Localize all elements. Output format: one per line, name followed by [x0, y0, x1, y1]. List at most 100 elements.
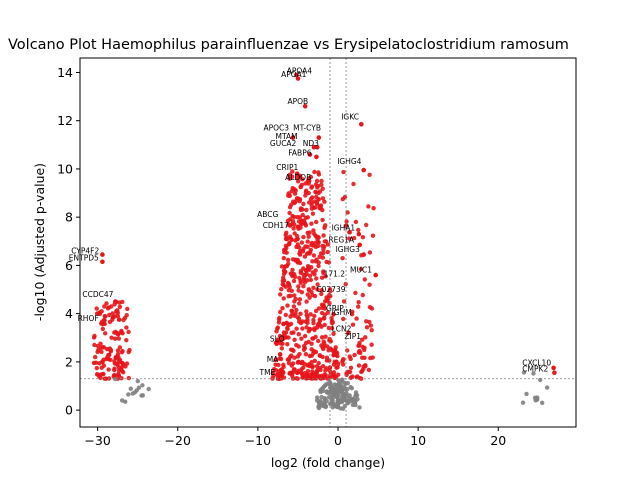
- significant-point: [311, 321, 316, 326]
- significant-point: [329, 326, 335, 331]
- significant-point: [307, 200, 312, 205]
- significant-point: [303, 352, 309, 357]
- significant-point: [319, 182, 324, 187]
- y-tick-label: 2: [65, 354, 73, 369]
- significant-point: [366, 204, 371, 209]
- significant-point: [304, 372, 309, 377]
- significant-point: [344, 371, 349, 376]
- significant-point: [356, 304, 361, 309]
- significant-point: [125, 306, 130, 312]
- significant-point: [319, 343, 324, 348]
- significant-point: [364, 222, 369, 228]
- gene-point-igkc: [359, 122, 364, 127]
- chart-title: Volcano Plot Haemophilus parainfluenzae …: [8, 37, 569, 53]
- nonsignificant-point: [316, 405, 322, 411]
- nonsignificant-point: [333, 394, 339, 399]
- significant-point: [294, 376, 299, 381]
- nonsignificant-point: [532, 395, 538, 400]
- x-tick-label: 0: [334, 433, 342, 448]
- significant-point: [112, 361, 118, 366]
- significant-point: [357, 348, 362, 354]
- significant-point: [302, 346, 307, 351]
- significant-point: [277, 317, 282, 322]
- significant-point: [331, 331, 336, 336]
- significant-point: [356, 300, 361, 305]
- significant-point: [367, 172, 372, 177]
- significant-point: [94, 365, 100, 371]
- significant-point: [116, 358, 122, 363]
- significant-point: [351, 181, 356, 187]
- significant-point: [371, 206, 376, 211]
- gene-point-guca2a: [307, 152, 313, 157]
- significant-point: [284, 230, 289, 235]
- significant-point: [319, 291, 324, 297]
- significant-point: [105, 306, 111, 311]
- significant-point: [292, 337, 297, 342]
- significant-point: [124, 338, 129, 343]
- significant-point: [95, 343, 101, 349]
- significant-point: [315, 287, 320, 292]
- significant-point: [93, 354, 98, 360]
- significant-point: [272, 367, 277, 372]
- significant-point: [299, 240, 305, 245]
- significant-point: [310, 336, 315, 341]
- x-tick-label: −30: [84, 433, 110, 448]
- nonsignificant-point: [139, 393, 144, 398]
- significant-point: [310, 270, 315, 275]
- significant-point: [290, 361, 296, 366]
- significant-point: [352, 352, 357, 358]
- significant-point: [367, 282, 372, 287]
- significant-point: [313, 371, 318, 377]
- gene-label: C02739: [316, 285, 345, 294]
- significant-point: [304, 299, 309, 304]
- significant-point: [297, 252, 303, 257]
- significant-point: [297, 351, 302, 357]
- significant-point: [290, 267, 295, 273]
- significant-point: [298, 248, 303, 254]
- significant-point: [286, 361, 292, 366]
- significant-point: [278, 292, 283, 297]
- significant-point: [357, 343, 362, 348]
- significant-point: [301, 234, 306, 240]
- significant-point: [288, 236, 294, 241]
- gene-point-apob: [302, 103, 308, 109]
- significant-point: [296, 359, 301, 365]
- significant-point: [321, 339, 326, 344]
- significant-point: [299, 336, 304, 341]
- significant-point: [290, 169, 295, 174]
- nonsignificant-point: [329, 393, 334, 398]
- significant-point: [354, 375, 359, 380]
- significant-point: [320, 196, 326, 201]
- nonsignificant-point: [338, 398, 343, 403]
- gene-label: ABCG: [257, 210, 278, 219]
- significant-point: [119, 350, 125, 355]
- significant-point: [310, 259, 315, 264]
- nonsignificant-point: [349, 397, 355, 403]
- gene-label: MT-CYB: [293, 123, 321, 132]
- significant-point: [112, 372, 117, 378]
- significant-point: [287, 172, 293, 177]
- significant-point: [292, 355, 297, 360]
- significant-point: [369, 342, 374, 347]
- significant-point: [304, 309, 309, 314]
- significant-point: [301, 365, 306, 370]
- nonsignificant-point: [339, 394, 345, 399]
- significant-point: [117, 317, 122, 322]
- significant-point: [92, 342, 97, 348]
- significant-point: [286, 288, 291, 293]
- nonsignificant-point: [329, 397, 334, 403]
- significant-point: [311, 253, 317, 258]
- significant-point: [100, 322, 105, 327]
- significant-point: [340, 256, 345, 261]
- significant-point: [288, 314, 293, 319]
- significant-point: [320, 354, 325, 360]
- nonsignificant-point: [338, 406, 343, 411]
- significant-point: [294, 342, 299, 348]
- gene-point-entpd5: [100, 259, 105, 265]
- significant-point: [313, 244, 319, 250]
- significant-point: [305, 292, 310, 297]
- significant-point: [320, 217, 325, 223]
- significant-point: [322, 199, 327, 204]
- significant-point: [292, 367, 297, 372]
- gene-point-cmpk2: [552, 370, 557, 376]
